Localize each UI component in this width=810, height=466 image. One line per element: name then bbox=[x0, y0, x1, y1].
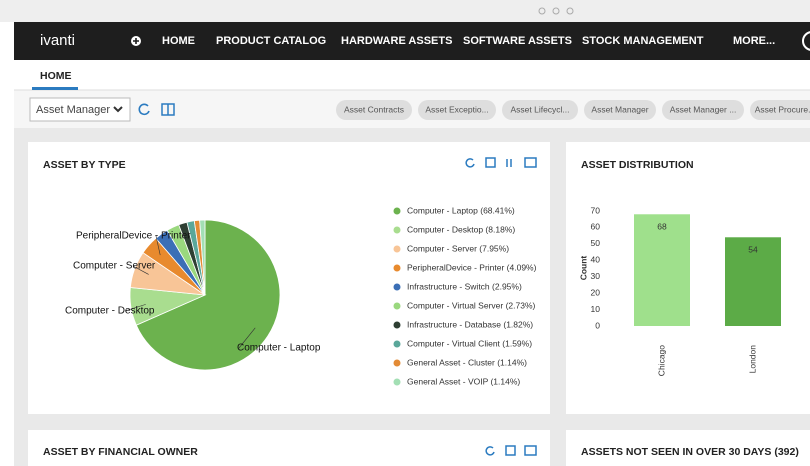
callout-line bbox=[155, 235, 161, 256]
window-bar bbox=[0, 0, 810, 22]
chip[interactable] bbox=[662, 100, 744, 120]
user-avatar[interactable] bbox=[802, 31, 810, 51]
legend-label[interactable]: PeripheralDevice - Printer (4.09%) bbox=[407, 262, 537, 272]
bar-value-label: 54 bbox=[748, 245, 758, 255]
legend-swatch bbox=[393, 226, 401, 234]
y-tick-label: 50 bbox=[591, 238, 601, 248]
legend-label[interactable]: Infrastructure - Database (1.82%) bbox=[407, 319, 533, 329]
nav-item[interactable]: PRODUCT CATALOG bbox=[216, 35, 326, 47]
nav-item[interactable]: HOME bbox=[162, 35, 195, 47]
panel-actions bbox=[465, 157, 537, 456]
panel-title: ASSET DISTRIBUTION bbox=[581, 159, 694, 171]
legend-swatch bbox=[393, 340, 401, 348]
add-icon bbox=[133, 38, 139, 44]
legend-label[interactable]: Computer - Desktop (8.18%) bbox=[407, 224, 515, 234]
callout-label: PeripheralDevice - Printer bbox=[76, 231, 191, 242]
legend-swatch bbox=[393, 264, 401, 272]
callout-line bbox=[238, 327, 256, 349]
x-tick-label: Chicago bbox=[656, 345, 666, 376]
legend-label[interactable]: Computer - Laptop (68.41%) bbox=[407, 205, 515, 215]
window-dots bbox=[538, 7, 574, 15]
dropdown-caret bbox=[113, 106, 123, 113]
chip-label: Asset Manager ... bbox=[670, 104, 737, 114]
y-tick-label: 10 bbox=[591, 304, 601, 314]
y-tick-label: 0 bbox=[595, 320, 600, 330]
chip[interactable] bbox=[750, 100, 810, 120]
chip-label: Asset Procure... bbox=[755, 104, 810, 114]
legend-label[interactable]: General Asset - VOIP (1.14%) bbox=[407, 376, 520, 386]
pie-slice bbox=[135, 219, 281, 371]
expand-button[interactable] bbox=[524, 445, 537, 456]
y-tick-label: 30 bbox=[591, 271, 601, 281]
panel bbox=[566, 430, 810, 466]
legend-swatch bbox=[393, 378, 401, 386]
panels bbox=[28, 142, 810, 466]
panel-title: ASSETS NOT SEEN IN OVER 30 DAYS (392) bbox=[581, 446, 799, 458]
legend-swatch bbox=[393, 207, 401, 215]
legend-swatch bbox=[393, 321, 401, 329]
bar[interactable] bbox=[725, 237, 781, 326]
brand: ivanti bbox=[40, 32, 75, 49]
pie-slice bbox=[199, 219, 206, 296]
panel-title: ASSET BY TYPE bbox=[43, 159, 126, 171]
callout-label: Computer - Server bbox=[73, 261, 156, 272]
panel-title: ASSET BY FINANCIAL OWNER bbox=[43, 446, 198, 458]
refresh-button[interactable] bbox=[465, 158, 475, 168]
legend-label[interactable]: Computer - Virtual Client (1.59%) bbox=[407, 338, 532, 348]
legend-label[interactable]: General Asset - Cluster (1.14%) bbox=[407, 357, 527, 367]
bar[interactable] bbox=[634, 214, 690, 326]
legend-swatch bbox=[393, 245, 401, 253]
legend-label[interactable]: Computer - Virtual Server (2.73%) bbox=[407, 300, 536, 310]
legend-swatch bbox=[393, 359, 401, 367]
dropdown-label: Asset Manager bbox=[36, 104, 110, 116]
chip[interactable] bbox=[502, 100, 578, 120]
legend-label[interactable]: Computer - Server (7.95%) bbox=[407, 243, 509, 253]
tab[interactable]: HOME bbox=[40, 70, 72, 82]
refresh-button[interactable] bbox=[485, 446, 495, 456]
panel bbox=[28, 430, 550, 466]
legend-swatch bbox=[393, 302, 401, 310]
dashboard-dropdown[interactable] bbox=[29, 97, 131, 122]
y-tick-label: 40 bbox=[591, 255, 601, 265]
nav-item[interactable]: SOFTWARE ASSETS bbox=[463, 35, 572, 47]
nav-item[interactable]: STOCK MANAGEMENT bbox=[582, 35, 704, 47]
export-button[interactable] bbox=[485, 157, 496, 168]
refresh-button[interactable] bbox=[138, 103, 150, 116]
callout-label: Computer - Laptop bbox=[237, 343, 321, 354]
panel bbox=[28, 142, 550, 414]
x-tick-label: London bbox=[747, 345, 757, 374]
chip-label: Asset Contracts bbox=[344, 104, 404, 114]
legend-swatch bbox=[393, 283, 401, 291]
y-tick-label: 20 bbox=[591, 287, 601, 297]
callout-label: Computer - Desktop bbox=[65, 306, 155, 317]
bar-value-label: 68 bbox=[657, 222, 667, 232]
y-tick-label: 70 bbox=[591, 205, 601, 215]
nav-bar bbox=[14, 22, 810, 60]
export-button[interactable] bbox=[505, 445, 516, 456]
chip[interactable] bbox=[418, 100, 496, 120]
tab-bar bbox=[14, 60, 810, 90]
chip-label: Asset Lifecycl... bbox=[510, 104, 569, 114]
y-axis-label: Count bbox=[578, 256, 588, 281]
expand-button[interactable] bbox=[524, 157, 537, 168]
tab-underline bbox=[32, 87, 78, 90]
y-tick-label: 60 bbox=[591, 222, 601, 232]
legend-label[interactable]: Infrastructure - Switch (2.95%) bbox=[407, 281, 522, 291]
chip[interactable] bbox=[584, 100, 656, 120]
sort-button[interactable] bbox=[506, 159, 512, 167]
nav-item[interactable]: MORE... bbox=[733, 35, 775, 47]
callout-line bbox=[124, 304, 146, 312]
chip[interactable] bbox=[336, 100, 412, 120]
nav-item[interactable]: HARDWARE ASSETS bbox=[341, 35, 452, 47]
chip-label: Asset Manager bbox=[591, 104, 648, 114]
chip-label: Asset Exceptio... bbox=[425, 104, 488, 114]
callout-line bbox=[132, 265, 149, 275]
